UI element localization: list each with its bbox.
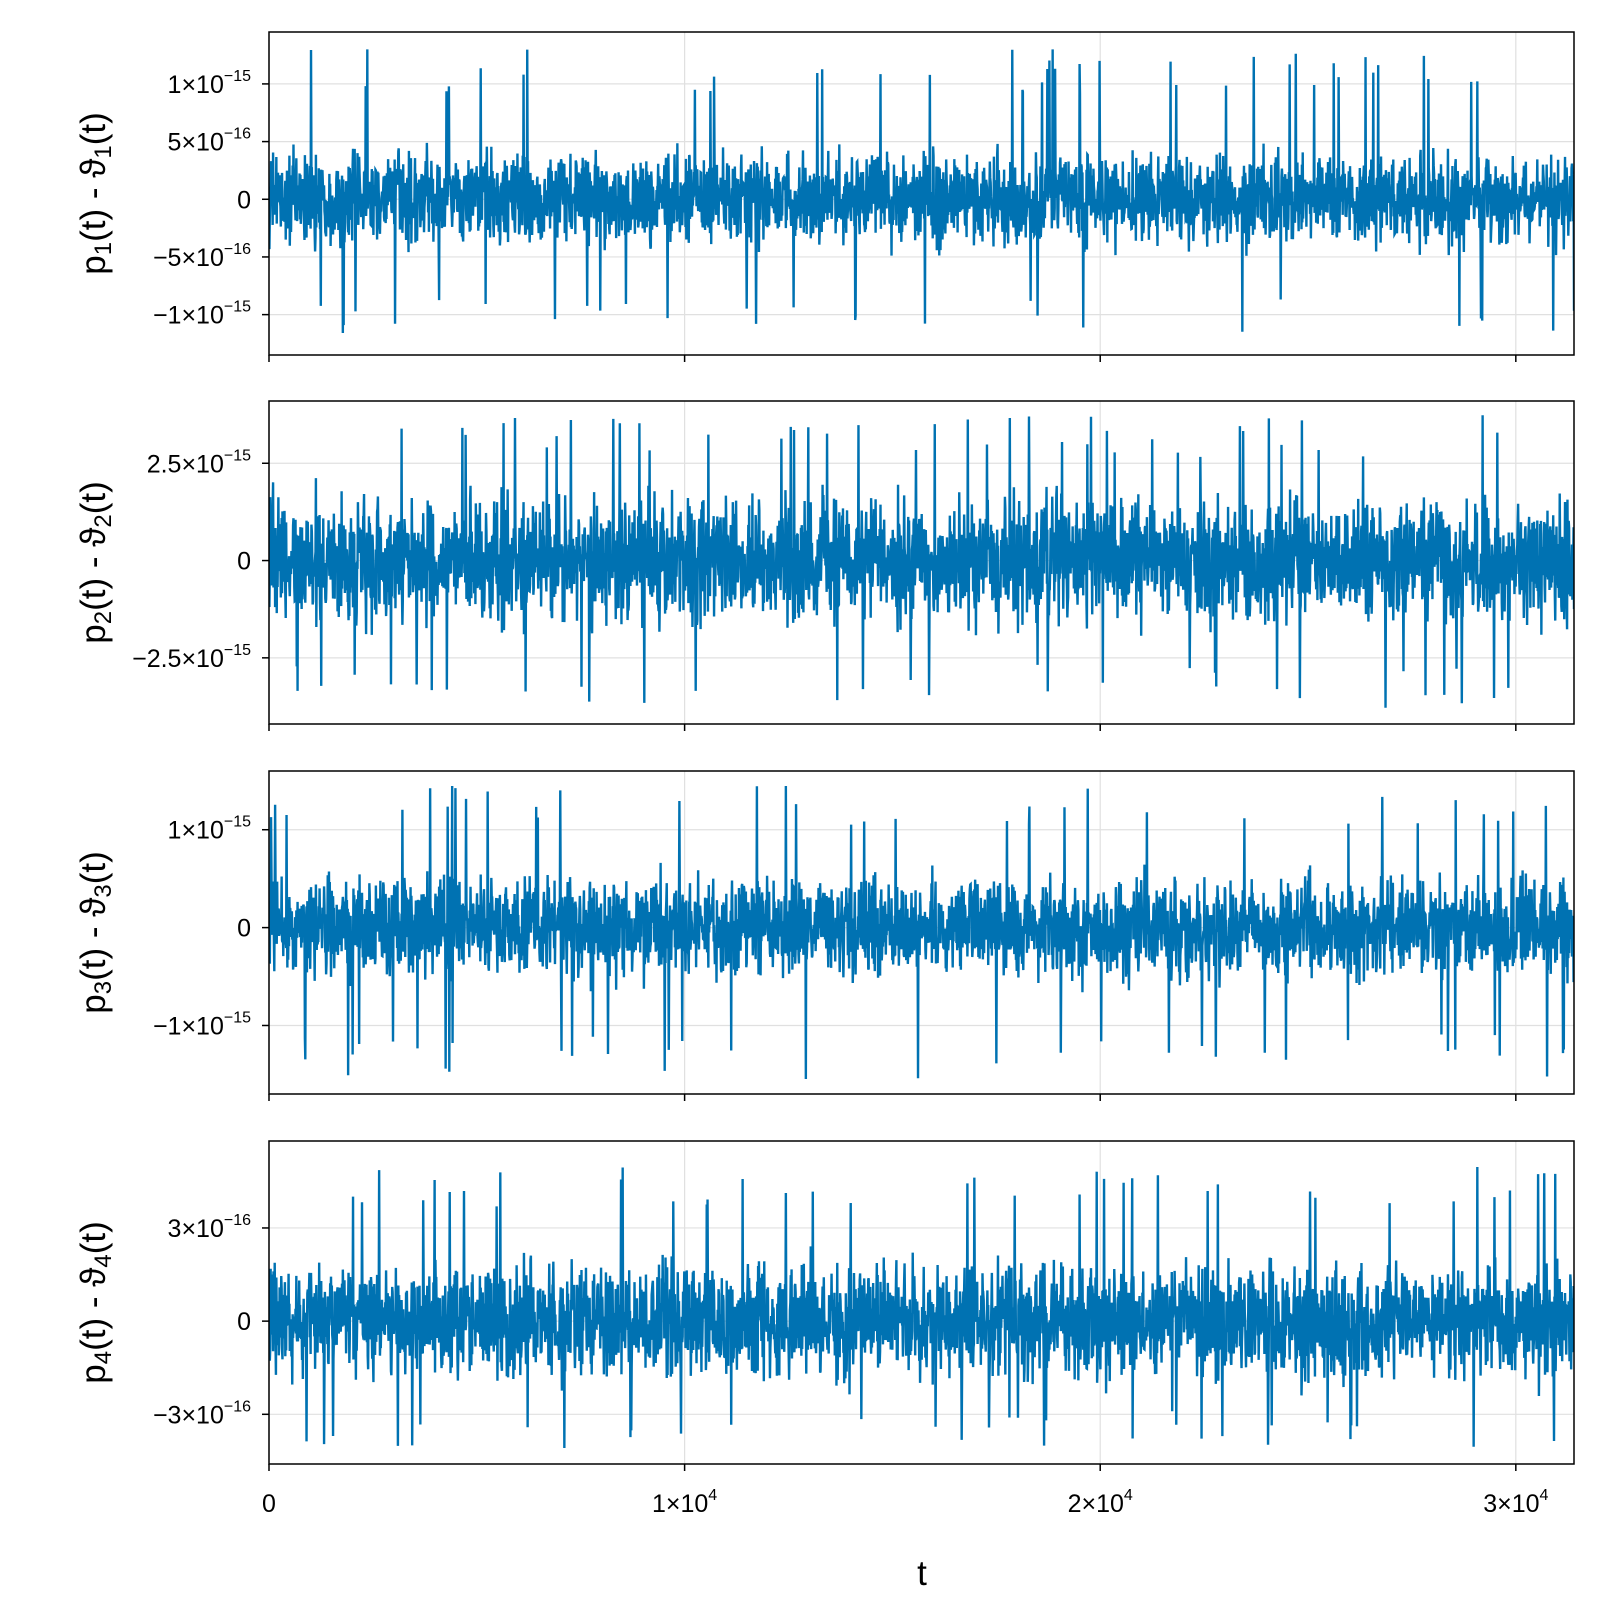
y-tick-label: 1×10−15	[168, 68, 252, 99]
panel-4: 3×10−16 0 −3×10−16 0 1×104 2×104 3×104 p4(t) - …	[74, 1140, 1575, 1518]
y-tick-label: 1×10−15	[168, 814, 252, 845]
y-tick-label: −2.5×10−15	[132, 642, 251, 673]
y-tick-label: 0	[237, 915, 251, 943]
x-tick-label: 2×104	[1068, 1487, 1133, 1518]
panels: 1×10−15 5×10−16 0 −5×10−16 −1×10−15 p1(t) - ϑ…	[74, 31, 1575, 1518]
series-line-panel-4	[269, 1167, 1574, 1448]
y-tick-label: 0	[237, 548, 251, 576]
y-tick-label: 5×10−16	[168, 126, 252, 157]
x-tick-label: 0	[262, 1490, 276, 1518]
y-axis-label-panel-1: p1(t) - ϑ1(t)	[74, 112, 117, 275]
x-axis: t	[917, 1554, 927, 1593]
y-tick-label: −5×10−16	[153, 241, 251, 272]
plot-frame	[268, 400, 1575, 725]
y-axis-label-panel-4: p4(t) - ϑ4(t)	[74, 1221, 117, 1384]
x-axis-label: t	[917, 1554, 927, 1593]
series-line-panel-2	[269, 415, 1574, 708]
plot-frame	[268, 31, 1575, 356]
panel-2: 2.5×10−15 0 −2.5×10−15 p2(t) - ϑ2(t)	[74, 400, 1575, 731]
y-tick-label: 2.5×10−15	[147, 447, 251, 478]
y-tick-label: 0	[237, 1308, 251, 1336]
panel-3: 1×10−15 0 −1×10−15 p3(t) - ϑ3(t)	[74, 770, 1575, 1101]
y-tick-label: −3×10−16	[153, 1398, 251, 1429]
panel-1: 1×10−15 5×10−16 0 −5×10−16 −1×10−15 p1(t) - ϑ…	[74, 31, 1575, 362]
y-axis-label-panel-3: p3(t) - ϑ3(t)	[74, 851, 117, 1014]
y-tick-label: −1×10−15	[153, 299, 251, 330]
y-tick-label: −1×10−15	[153, 1009, 251, 1040]
y-tick-label: 3×10−16	[168, 1212, 252, 1243]
y-axis-label-panel-2: p2(t) - ϑ2(t)	[74, 481, 117, 644]
x-tick-label: 1×104	[652, 1487, 717, 1518]
plot-frame	[268, 1140, 1575, 1465]
y-tick-label: 0	[237, 186, 251, 214]
series-line-panel-3	[269, 785, 1574, 1079]
x-tick-label: 3×104	[1483, 1487, 1548, 1518]
plot-frame	[268, 770, 1575, 1095]
series-line-panel-1	[269, 49, 1574, 333]
